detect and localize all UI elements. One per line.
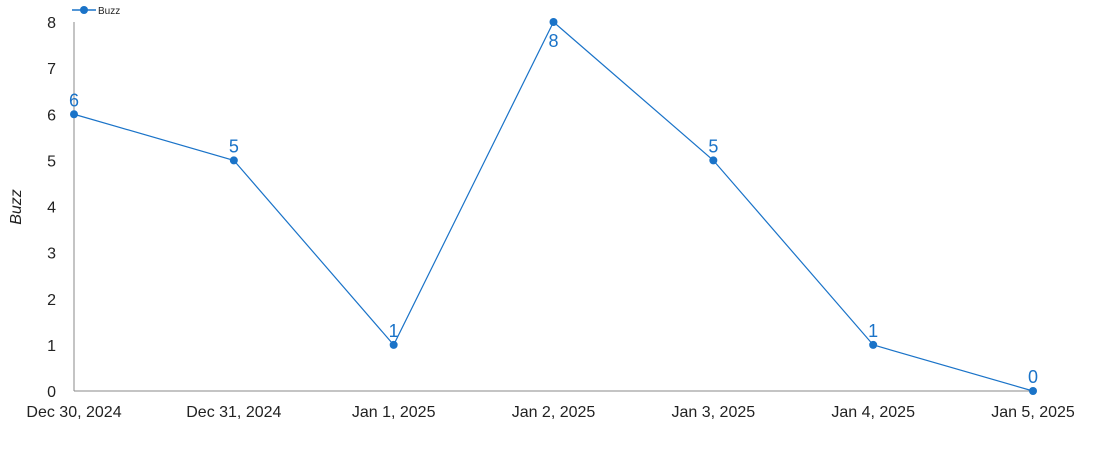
x-tick-label: Jan 3, 2025	[672, 404, 756, 421]
data-point	[869, 340, 878, 349]
y-tick-label: 7	[47, 61, 56, 78]
y-axis-title: Buzz	[8, 189, 25, 225]
data-point	[1029, 387, 1037, 395]
series-line	[73, 21, 1034, 392]
data-label: 6	[69, 90, 79, 110]
data-point	[70, 110, 78, 119]
x-tick-label: Dec 31, 2024	[186, 404, 281, 421]
data-point	[709, 156, 718, 165]
x-tick-label: Jan 2, 2025	[512, 404, 596, 421]
x-axis-ticks: Dec 30, 2024 Dec 31, 2024 Jan 1, 2025 Jan 2…	[26, 404, 1075, 421]
y-tick-label: 0	[47, 384, 56, 401]
data-label: 5	[708, 136, 718, 156]
y-tick-label: 1	[47, 338, 56, 355]
series-buzz: 6 5 1 8 5 1 0	[69, 18, 1038, 395]
y-tick-label: 2	[47, 292, 56, 309]
y-tick-label: 4	[47, 200, 56, 217]
data-point	[389, 340, 398, 349]
legend-marker	[80, 6, 88, 14]
data-label: 8	[548, 31, 558, 51]
x-tick-label: Jan 1, 2025	[352, 404, 436, 421]
y-tick-label: 3	[47, 246, 56, 263]
x-tick-label: Dec 30, 2024	[26, 404, 121, 421]
y-axis-ticks: 0 1 2 3 4 5 6 7 8	[47, 15, 56, 401]
data-point	[229, 156, 238, 165]
x-tick-label: Jan 5, 2025	[991, 404, 1075, 421]
legend-label-buzz: Buzz	[98, 6, 120, 17]
x-tick-label: Jan 4, 2025	[831, 404, 915, 421]
data-label: 5	[229, 136, 239, 156]
y-tick-label: 6	[47, 107, 56, 124]
legend: Buzz	[72, 6, 120, 17]
data-label: 1	[389, 321, 399, 341]
data-label: 0	[1028, 367, 1038, 387]
data-point	[549, 18, 558, 26]
y-tick-label: 5	[47, 153, 56, 170]
data-label: 1	[868, 321, 878, 341]
y-tick-label: 8	[47, 15, 56, 32]
